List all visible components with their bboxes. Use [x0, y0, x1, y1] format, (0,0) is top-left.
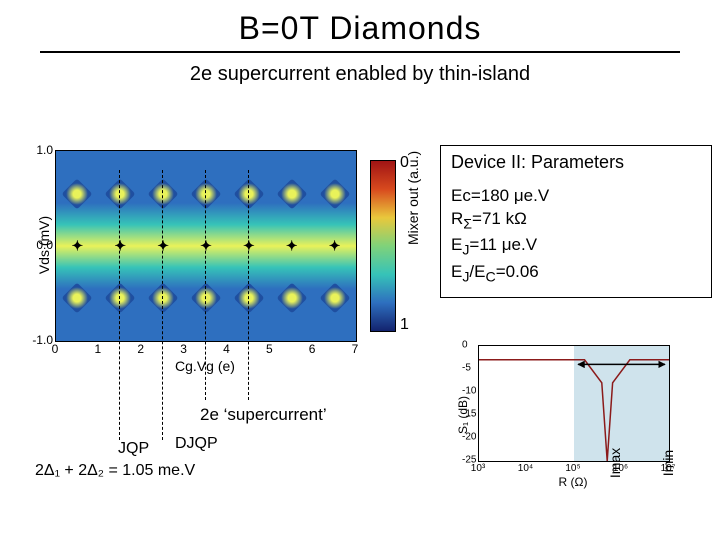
colorbar-gradient — [370, 160, 396, 332]
device-param-line: Ec=180 μe.V — [451, 185, 701, 208]
heatmap-yaxis: -1.00.01.0 — [27, 150, 55, 340]
device-param-line: RΣ=71 kΩ — [451, 208, 701, 235]
si-figure: S₁ (dB) 0-5-10-15-20-25 10³10⁴10⁵10⁶10⁷ … — [450, 345, 680, 485]
imax-label: Imax — [607, 448, 623, 478]
delta-equation: 2Δ₁ + 2Δ₂ = 1.05 me.V — [35, 462, 195, 480]
si-arrow — [479, 346, 669, 461]
supercurrent-label: 2e ‘supercurrent’ — [200, 405, 327, 425]
device-box-title: Device II: Parameters — [451, 152, 701, 173]
si-xlabel: R (Ω) — [478, 475, 668, 489]
title-underline — [40, 51, 680, 53]
jqp-label: JQP — [118, 440, 149, 458]
device-param-line: EJ/EC=0.06 — [451, 261, 701, 288]
djqp-label: DJQP — [175, 435, 218, 453]
slide-subtitle: 2e supercurrent enabled by thin-island — [0, 63, 720, 86]
device-parameters-box: Device II: Parameters Ec=180 μe.VRΣ=71 k… — [440, 145, 712, 298]
colorbar-axis-label: Mixer out (a.u.) — [405, 151, 421, 245]
device-param-list: Ec=180 μe.VRΣ=71 kΩEJ=11 μe.VEJ/EC=0.06 — [451, 185, 701, 287]
slide-title: B=0T Diamonds — [0, 0, 720, 47]
colorbar-bottom-label: 1 — [400, 316, 409, 334]
device-param-line: EJ=11 μe.V — [451, 234, 701, 261]
colorbar: 0 1 — [370, 160, 394, 330]
imin-label: Imin — [660, 450, 676, 476]
si-plot-area — [478, 345, 670, 462]
heatmap-plot-area: ✦✦✦✦✦✦✦ — [55, 150, 357, 342]
